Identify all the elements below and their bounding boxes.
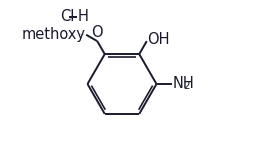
Text: 2: 2 bbox=[183, 81, 190, 91]
Text: NH: NH bbox=[172, 76, 194, 92]
Text: H: H bbox=[78, 9, 88, 24]
Text: O: O bbox=[91, 25, 103, 40]
Text: OH: OH bbox=[147, 32, 170, 47]
Text: methoxy: methoxy bbox=[79, 34, 86, 35]
Text: Cl: Cl bbox=[60, 9, 74, 24]
Text: methoxy: methoxy bbox=[22, 27, 86, 42]
